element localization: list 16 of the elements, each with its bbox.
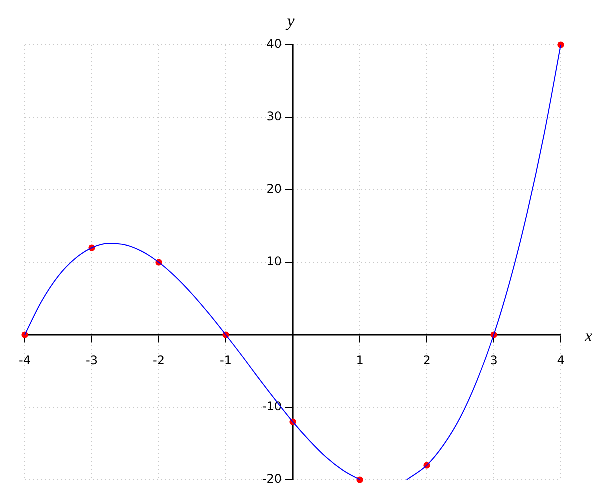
x-tick-label: 1 <box>356 353 364 368</box>
y-tick-label: -10 <box>262 400 282 414</box>
x-tick-label: 4 <box>557 353 565 368</box>
x-tick-label: -4 <box>19 353 31 368</box>
y-tick-label: 10 <box>266 254 282 269</box>
y-tick-label: 40 <box>266 37 282 52</box>
x-tick-label: -2 <box>153 353 165 368</box>
x-tick-label: 3 <box>490 353 498 368</box>
y-tick-label: 30 <box>266 110 282 124</box>
y-tick-label: -20 <box>262 472 282 486</box>
x-axis-title: x <box>584 326 593 346</box>
y-tick-label: 20 <box>266 182 282 196</box>
x-tick-label: -1 <box>220 353 232 368</box>
x-tick-label: -3 <box>86 353 98 368</box>
x-tick-label: 2 <box>423 353 431 368</box>
y-axis-title: y <box>285 11 296 30</box>
